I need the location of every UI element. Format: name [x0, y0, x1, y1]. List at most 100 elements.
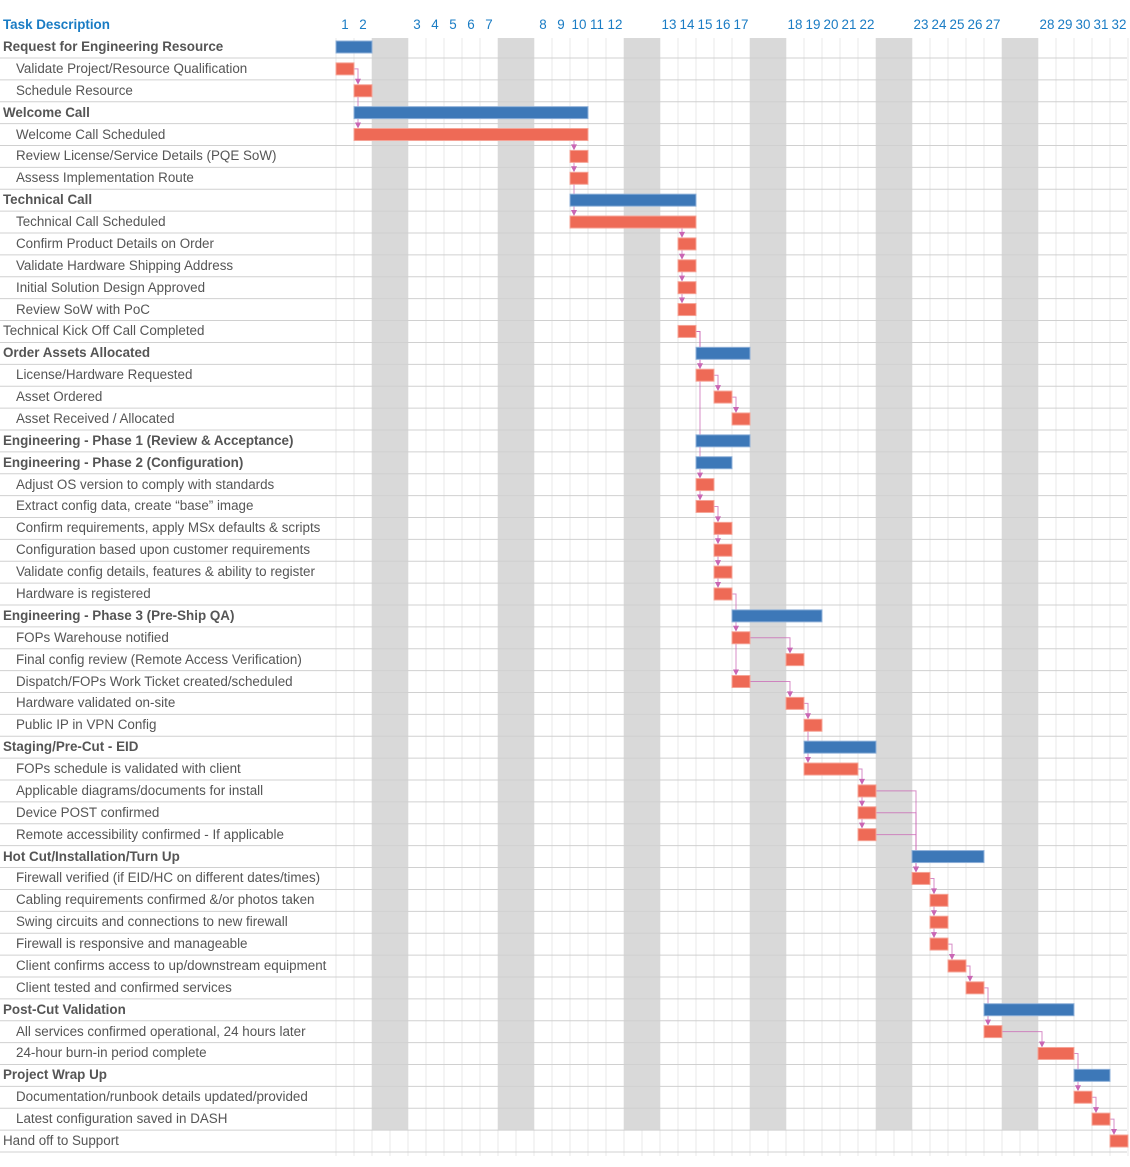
dependency-arrow: [859, 800, 865, 807]
weekend-band: [1002, 38, 1038, 1131]
task-label: Asset Received / Allocated: [16, 410, 175, 426]
day-tick-label: 10: [571, 17, 587, 32]
day-tick-label: 12: [607, 17, 623, 32]
task-bar: [1037, 1046, 1075, 1060]
dependency-arrow: [697, 494, 703, 501]
task-label: License/Hardware Requested: [16, 367, 193, 383]
day-tick-label: 29: [1057, 17, 1073, 32]
dependency-arrow: [787, 691, 793, 698]
task-bar: [785, 653, 805, 667]
summary-bar: [569, 193, 697, 207]
summary-task-label: Technical Call: [3, 192, 93, 208]
day-tick-label: 26: [967, 17, 983, 32]
dependency-arrow: [805, 757, 811, 764]
dependency-arrow: [1111, 1129, 1117, 1135]
task-bar: [1073, 1090, 1093, 1104]
dependency-arrow: [715, 385, 721, 392]
dependency-arrow: [967, 975, 973, 982]
task-bar: [947, 959, 967, 973]
summary-task-label: Welcome Call: [3, 104, 90, 120]
task-bar: [731, 675, 751, 689]
task-label: Extract config data, create “base” image: [16, 498, 254, 514]
dependency-link: [858, 768, 863, 781]
task-label: Public IP in VPN Config: [16, 717, 157, 733]
task-label: Confirm requirements, apply MSx defaults…: [16, 520, 321, 536]
task-bar: [785, 696, 805, 710]
task-label: Device POST confirmed: [16, 804, 160, 820]
dependency-link: [354, 68, 359, 81]
day-tick-label: 23: [913, 17, 929, 32]
day-tick-label: 7: [485, 17, 493, 32]
task-bar: [335, 62, 355, 76]
task-bar: [569, 215, 697, 229]
dependency-link: [750, 637, 791, 650]
day-tick-label: 8: [539, 17, 547, 32]
dependency-link: [750, 681, 791, 694]
dependency-arrow: [679, 297, 685, 304]
task-label: Hardware validated on-site: [16, 695, 176, 711]
dependency-link: [732, 396, 737, 409]
task-label: Firewall verified (if EID/HC on differen…: [16, 870, 321, 886]
task-bar: [857, 784, 877, 798]
task-bar: [677, 281, 697, 295]
dependency-link: [1092, 1096, 1097, 1110]
task-bar: [353, 128, 589, 142]
task-label: Hand off to Support: [3, 1133, 119, 1148]
task-bar: [677, 324, 697, 338]
task-bar: [569, 149, 589, 163]
task-label: Validate config details, features & abil…: [16, 564, 315, 580]
summary-bar: [731, 609, 823, 623]
task-label: Firewall is responsive and manageable: [16, 936, 248, 952]
day-tick-label: 17: [733, 17, 749, 32]
task-bar: [929, 937, 949, 951]
task-bar: [713, 587, 733, 601]
task-bar: [803, 718, 823, 732]
dependency-arrow: [697, 472, 703, 479]
dependency-link: [714, 374, 719, 388]
task-label: Client confirms access to up/downstream …: [16, 957, 327, 973]
dependency-link: [714, 505, 719, 519]
summary-bar: [695, 434, 751, 448]
task-bar: [569, 171, 589, 185]
dependency-link: [1110, 1118, 1115, 1131]
day-tick-label: 14: [679, 17, 695, 32]
dependency-arrow: [715, 516, 721, 523]
task-bar: [983, 1025, 1003, 1039]
summary-bar: [695, 346, 751, 360]
day-tick-label: 9: [557, 17, 565, 32]
task-bar: [857, 828, 877, 842]
task-label: Review License/Service Details (PQE SoW): [16, 148, 277, 164]
summary-task-label: Engineering - Phase 3 (Pre-Ship QA): [3, 607, 235, 623]
summary-task-label: Engineering - Phase 2 (Configuration): [3, 454, 244, 470]
task-label: Cabling requirements confirmed &/or phot…: [16, 892, 315, 908]
dependency-link: [804, 702, 809, 716]
summary-bar: [695, 456, 733, 470]
day-tick-label: 31: [1093, 17, 1109, 32]
weekend-band: [372, 38, 408, 1131]
summary-task-label: Staging/Pre-Cut - EID: [3, 739, 139, 755]
dependency-link: [948, 943, 953, 956]
dependency-arrow: [931, 910, 937, 917]
weekend-band: [498, 38, 534, 1131]
task-label: Remote accessibility confirmed - If appl…: [16, 826, 284, 842]
day-tick-label: 24: [931, 17, 947, 32]
summary-task-label: Hot Cut/Installation/Turn Up: [3, 848, 180, 864]
day-tick-label: 13: [661, 17, 677, 32]
day-tick-label: 16: [715, 17, 731, 32]
task-label: Initial Solution Design Approved: [16, 279, 206, 295]
dependency-arrow: [913, 866, 919, 873]
task-label: Welcome Call Scheduled: [16, 126, 166, 142]
dependency-arrow: [949, 953, 955, 960]
task-label: Asset Ordered: [16, 389, 103, 405]
day-tick-label: 5: [449, 17, 457, 32]
task-label: Adjust OS version to comply with standar…: [16, 476, 275, 492]
day-tick-label: 32: [1111, 17, 1127, 32]
dependency-arrow: [733, 406, 739, 413]
dependency-arrow: [355, 122, 361, 129]
day-tick-label: 18: [787, 17, 803, 32]
task-bar: [1109, 1134, 1129, 1148]
day-tick-label: 19: [805, 17, 821, 32]
dependency-link: [1002, 1031, 1043, 1044]
dependency-arrow: [715, 560, 721, 567]
summary-bar: [1073, 1068, 1111, 1082]
